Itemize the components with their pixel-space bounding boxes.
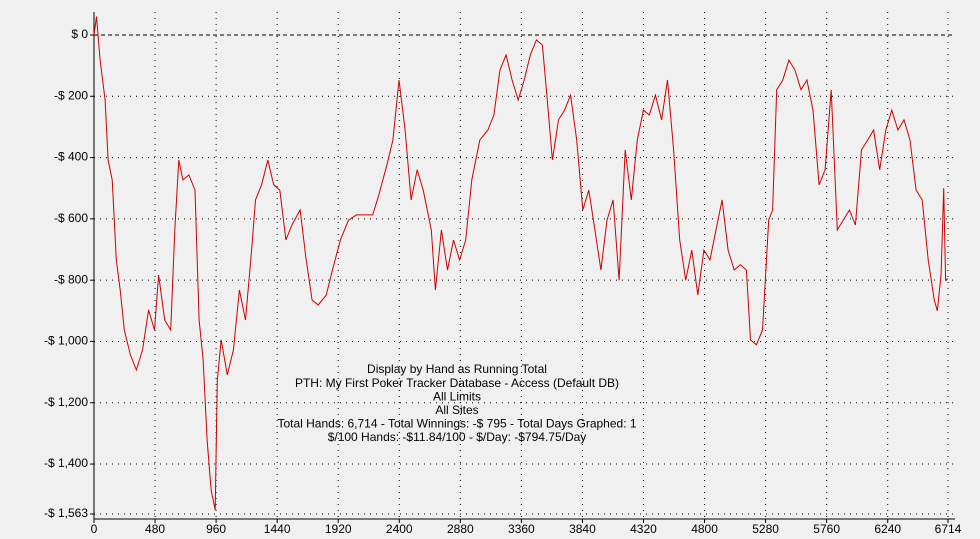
- data-line: [93, 16, 949, 511]
- annotation: Display by Hand as Running Total: [367, 362, 547, 376]
- annotation: PTH: My First Poker Tracker Database - A…: [295, 376, 619, 390]
- y-tick-label: -$ 1,200: [44, 395, 88, 409]
- x-tick-label: 4800: [691, 522, 718, 536]
- x-tick-label: 2880: [447, 522, 474, 536]
- x-tick-label: 5280: [752, 522, 779, 536]
- annotation: Total Hands: 6,714 - Total Winnings: -$ …: [277, 417, 636, 431]
- y-tick-label: -$ 600: [54, 211, 88, 225]
- y-tick-label: -$ 400: [54, 150, 88, 164]
- x-tick-label: 6714: [935, 522, 962, 536]
- x-tick-label: 960: [206, 522, 226, 536]
- x-tick-label: 1440: [264, 522, 291, 536]
- x-tick-label: 5760: [813, 522, 840, 536]
- annotation: All Limits: [433, 389, 481, 403]
- x-tick-label: 4320: [630, 522, 657, 536]
- x-tick-label: 1920: [325, 522, 352, 536]
- y-tick-label: -$ 800: [54, 272, 88, 286]
- x-tick-label: 480: [145, 522, 165, 536]
- annotation: All Sites: [435, 403, 478, 417]
- x-tick-label: 2400: [386, 522, 413, 536]
- x-tick-label: 3360: [508, 522, 535, 536]
- x-tick-label: 3840: [569, 522, 596, 536]
- annotation: $/100 Hands: -$11.84/100 - $/Day: -$794.…: [328, 430, 587, 444]
- x-tick-label: 0: [91, 522, 98, 536]
- x-tick-label: 6240: [874, 522, 901, 536]
- y-tick-label: -$ 1,000: [44, 334, 88, 348]
- y-tick-label: -$ 1,563: [44, 506, 88, 520]
- y-tick-label: -$ 200: [54, 88, 88, 102]
- y-tick-label: $ 0: [71, 27, 88, 41]
- y-tick-label: -$ 1,400: [44, 456, 88, 470]
